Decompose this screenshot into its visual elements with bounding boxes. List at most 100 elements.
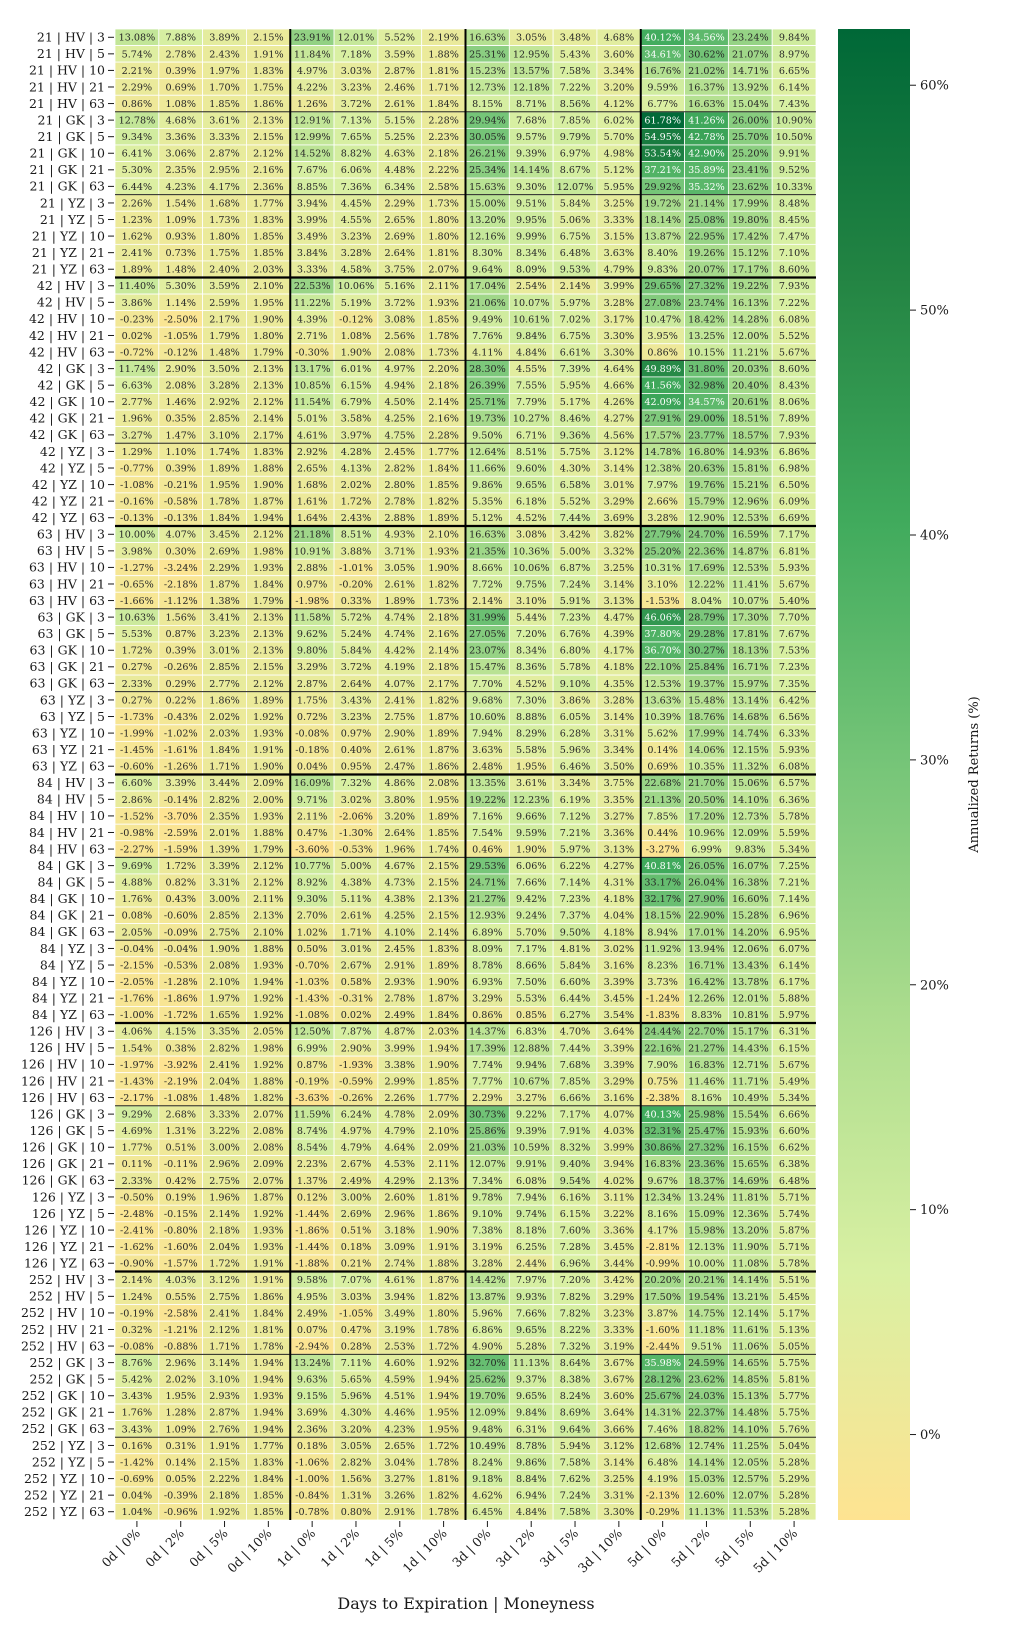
cell-value: 2.44% [516, 1259, 546, 1270]
cell-value: 1.84% [428, 463, 458, 474]
cell-value: 1.80% [428, 1308, 458, 1319]
cell-value: 7.53% [779, 646, 809, 657]
cell-value: 5.78% [779, 811, 809, 822]
cell-value: 17.39% [469, 1043, 506, 1054]
cell-value: 1.92% [253, 1010, 283, 1021]
cell-value: 4.50% [385, 397, 415, 408]
cell-value: 6.36% [779, 795, 809, 806]
cell-value: 1.91% [253, 1259, 283, 1270]
cell-value: 9.50% [472, 430, 502, 441]
cell-value: 5.00% [341, 861, 371, 872]
cell-value: 12.06% [732, 944, 769, 955]
cell-value: 1.85% [428, 1076, 458, 1087]
cell-value: 9.58% [297, 1275, 327, 1286]
cell-value: 2.85% [209, 662, 239, 673]
cell-value: 3.39% [604, 1060, 634, 1071]
cell-value: 5.58% [516, 745, 546, 756]
cell-value: 2.87% [209, 1408, 239, 1419]
cell-value: 3.98% [122, 546, 152, 557]
cell-value: 4.79% [341, 1143, 371, 1154]
cell-value: 2.21% [122, 66, 152, 77]
row-label: 42 | YZ | 21 [32, 493, 105, 508]
cell-value: 1.92% [253, 712, 283, 723]
cell-value: 4.53% [385, 1159, 415, 1170]
cell-value: 3.39% [209, 861, 239, 872]
cell-value: -1.24% [646, 994, 680, 1005]
cell-value: 12.95% [513, 49, 550, 60]
row-label: 126 | HV | 10 [21, 1057, 105, 1072]
cell-value: 10.27% [513, 414, 550, 425]
cell-value: 3.59% [209, 281, 239, 292]
cell-value: 3.72% [385, 298, 415, 309]
cell-value: 19.76% [688, 480, 725, 491]
cell-value: 12.07% [557, 182, 594, 193]
cell-value: 11.21% [732, 347, 769, 358]
cell-value: 1.83% [253, 215, 283, 226]
cell-value: 8.15% [472, 99, 502, 110]
cell-value: 9.10% [472, 1209, 502, 1220]
cell-value: 3.22% [604, 1209, 634, 1220]
cell-value: 12.05% [732, 1457, 769, 1468]
cell-value: 15.93% [732, 1126, 769, 1137]
cell-value: 25.86% [469, 1126, 506, 1137]
cell-value: 4.46% [385, 1408, 415, 1419]
cell-value: 5.76% [779, 1424, 809, 1435]
cell-value: 23.62% [688, 1375, 725, 1386]
cell-value: 4.25% [385, 414, 415, 425]
cell-value: 3.04% [385, 1457, 415, 1468]
cell-value: 9.69% [122, 861, 152, 872]
cell-value: 11.32% [732, 762, 769, 773]
cell-value: 30.73% [469, 1110, 506, 1121]
cell-value: 6.08% [516, 1176, 546, 1187]
cell-value: 4.30% [341, 1408, 371, 1419]
cell-value: -1.76% [120, 994, 154, 1005]
cell-value: 4.97% [385, 364, 415, 375]
cell-value: 6.63% [122, 381, 152, 392]
cell-value: 4.56% [604, 430, 634, 441]
cell-value: 3.23% [341, 712, 371, 723]
cell-value: 2.74% [385, 1259, 415, 1270]
cell-value: 0.39% [165, 646, 195, 657]
cell-value: 2.93% [209, 1391, 239, 1402]
cell-value: 4.42% [385, 646, 415, 657]
cell-value: -2.58% [164, 1308, 198, 1319]
cell-value: 10.47% [644, 314, 681, 325]
cell-value: 31.80% [688, 364, 725, 375]
cell-value: -2.81% [646, 1242, 680, 1253]
cell-value: 1.02% [297, 927, 327, 938]
cell-value: 7.21% [779, 878, 809, 889]
cell-value: -1.83% [646, 1010, 680, 1021]
cell-value: 9.78% [472, 1192, 502, 1203]
cell-value: 3.60% [604, 1391, 634, 1402]
cell-value: 8.18% [516, 1225, 546, 1236]
cell-value: 4.94% [385, 381, 415, 392]
cell-value: 6.09% [779, 497, 809, 508]
row-label: 126 | GK | 5 [30, 1123, 105, 1138]
cell-value: 15.97% [732, 679, 769, 690]
cell-value: 15.79% [688, 497, 725, 508]
cell-value: 2.18% [428, 662, 458, 673]
cell-value: 2.23% [428, 132, 458, 143]
cell-value: 7.28% [560, 1242, 590, 1253]
cell-value: 0.04% [122, 1491, 152, 1502]
cell-value: 6.94% [516, 1491, 546, 1502]
cell-value: 0.86% [472, 1010, 502, 1021]
cell-value: 1.73% [428, 347, 458, 358]
row-label: 252 | HV | 21 [21, 1322, 105, 1337]
cell-value: 12.88% [513, 1043, 550, 1054]
cell-value: 6.81% [779, 546, 809, 557]
cell-value: 5.94% [560, 1441, 590, 1452]
cell-value: 18.14% [644, 215, 681, 226]
cell-value: -2.38% [646, 1093, 680, 1104]
cell-value: 3.87% [647, 1308, 677, 1319]
cell-value: 0.85% [516, 1010, 546, 1021]
cell-value: 4.68% [604, 33, 634, 44]
cell-value: 2.03% [253, 265, 283, 276]
cell-value: 9.59% [516, 828, 546, 839]
cell-value: 0.35% [165, 414, 195, 425]
cell-value: 3.12% [209, 1275, 239, 1286]
cell-value: 1.56% [165, 613, 195, 624]
cell-value: 10.07% [732, 596, 769, 607]
column-labels: 0d | 0% 0d | 2% 0d | 5%0d | 10% 1d | 0% 1d |… [99, 1521, 800, 1576]
cell-value: 2.29% [122, 82, 152, 93]
